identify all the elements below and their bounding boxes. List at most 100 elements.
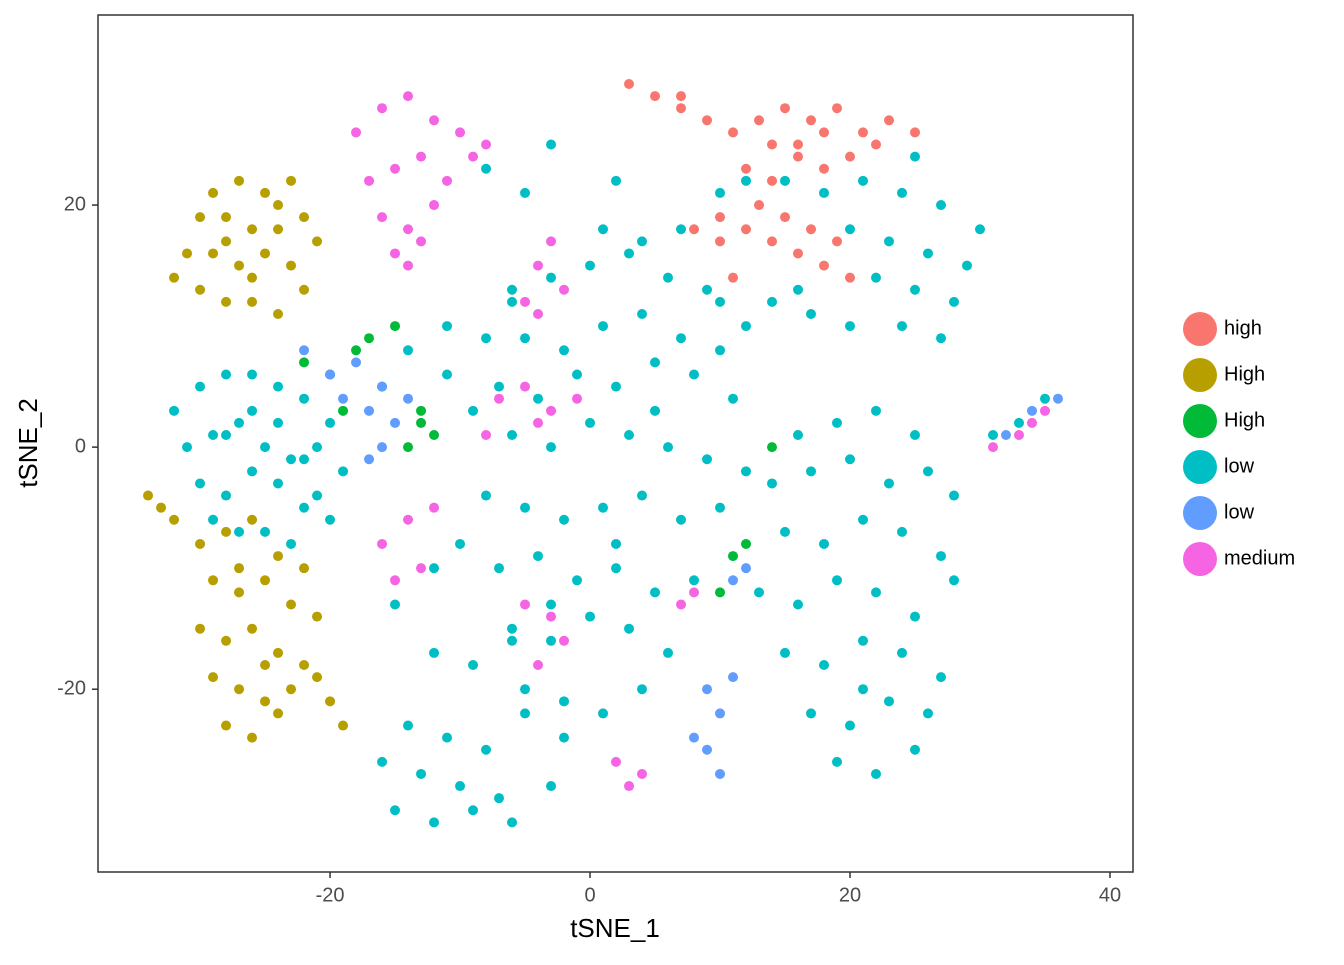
point <box>637 490 648 501</box>
point <box>689 587 700 598</box>
point <box>832 103 843 114</box>
point <box>676 514 687 525</box>
point <box>533 393 544 404</box>
point <box>936 551 947 562</box>
legend-key <box>1183 358 1217 392</box>
point <box>338 720 349 731</box>
point <box>364 333 375 344</box>
point <box>260 442 271 453</box>
point <box>715 708 726 719</box>
point <box>533 660 544 671</box>
point <box>793 139 804 150</box>
point <box>987 442 998 453</box>
point <box>650 357 661 368</box>
point <box>650 91 661 102</box>
point <box>845 720 856 731</box>
point <box>221 369 232 380</box>
point <box>676 103 687 114</box>
point <box>221 720 232 731</box>
point <box>208 672 219 683</box>
point <box>728 551 739 562</box>
point <box>494 563 505 574</box>
point <box>390 248 401 259</box>
point <box>520 684 531 695</box>
point <box>598 502 609 513</box>
point <box>546 599 557 610</box>
point <box>637 308 648 319</box>
point <box>546 139 557 150</box>
point <box>897 647 908 658</box>
y-tick-label: 0 <box>75 435 86 457</box>
legend-label: medium <box>1224 547 1295 569</box>
point <box>715 296 726 307</box>
point <box>312 236 323 247</box>
point <box>793 151 804 162</box>
point <box>325 417 336 428</box>
point <box>987 430 998 441</box>
legend-label: High <box>1224 409 1265 431</box>
point <box>273 478 284 489</box>
x-axis-title: tSNE_1 <box>570 913 660 943</box>
point <box>273 708 284 719</box>
point <box>845 272 856 283</box>
point <box>546 611 557 622</box>
point <box>403 91 414 102</box>
point <box>689 224 700 235</box>
point <box>533 260 544 271</box>
point <box>884 236 895 247</box>
point <box>598 708 609 719</box>
point <box>377 381 388 392</box>
point <box>442 369 453 380</box>
point <box>429 647 440 658</box>
point <box>728 127 739 138</box>
point <box>247 272 258 283</box>
point <box>650 405 661 416</box>
point <box>364 454 375 465</box>
point <box>260 660 271 671</box>
point <box>974 224 985 235</box>
point <box>208 187 219 198</box>
point <box>702 284 713 295</box>
point <box>520 502 531 513</box>
point <box>767 139 778 150</box>
point <box>741 538 752 549</box>
point <box>507 817 518 828</box>
point <box>559 514 570 525</box>
point <box>520 599 531 610</box>
point <box>338 405 349 416</box>
point <box>923 466 934 477</box>
point <box>234 417 245 428</box>
point <box>780 526 791 537</box>
point <box>377 212 388 223</box>
point <box>961 260 972 271</box>
point <box>702 684 713 695</box>
point <box>767 175 778 186</box>
point <box>481 430 492 441</box>
point <box>234 587 245 598</box>
point <box>286 260 297 271</box>
point <box>468 660 479 671</box>
point <box>611 756 622 767</box>
point <box>637 768 648 779</box>
point <box>520 381 531 392</box>
point <box>195 478 206 489</box>
point <box>468 805 479 816</box>
point <box>949 575 960 586</box>
point <box>871 768 882 779</box>
point <box>273 381 284 392</box>
point <box>754 200 765 211</box>
legend-label: low <box>1224 455 1255 477</box>
point <box>936 333 947 344</box>
point <box>260 575 271 586</box>
point <box>169 272 180 283</box>
point <box>234 684 245 695</box>
point <box>221 526 232 537</box>
point <box>728 672 739 683</box>
point <box>793 430 804 441</box>
point <box>299 660 310 671</box>
point <box>286 599 297 610</box>
point <box>390 805 401 816</box>
point <box>403 260 414 271</box>
point <box>364 175 375 186</box>
point <box>871 139 882 150</box>
